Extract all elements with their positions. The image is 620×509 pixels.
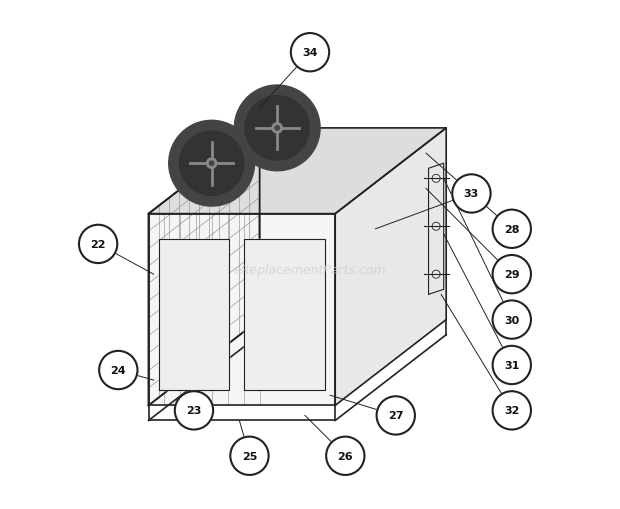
Polygon shape — [335, 129, 446, 406]
Circle shape — [175, 391, 213, 430]
Polygon shape — [244, 239, 325, 390]
Circle shape — [291, 34, 329, 72]
Circle shape — [452, 175, 490, 213]
Text: 26: 26 — [337, 451, 353, 461]
Text: 22: 22 — [91, 239, 106, 249]
Circle shape — [179, 132, 244, 196]
Circle shape — [169, 121, 255, 207]
Text: 30: 30 — [504, 315, 520, 325]
Circle shape — [493, 301, 531, 339]
Polygon shape — [159, 239, 229, 390]
Circle shape — [493, 210, 531, 248]
Circle shape — [376, 397, 415, 435]
Text: 32: 32 — [504, 406, 520, 415]
Text: 31: 31 — [504, 360, 520, 370]
Text: 27: 27 — [388, 411, 404, 420]
Circle shape — [99, 351, 138, 389]
Text: 23: 23 — [186, 406, 202, 415]
Circle shape — [79, 225, 117, 264]
Polygon shape — [149, 129, 260, 406]
Text: 28: 28 — [504, 224, 520, 234]
Text: 25: 25 — [242, 451, 257, 461]
Circle shape — [230, 437, 268, 475]
Circle shape — [493, 346, 531, 384]
Polygon shape — [149, 214, 335, 406]
Circle shape — [272, 124, 282, 134]
Circle shape — [206, 159, 217, 169]
Polygon shape — [149, 129, 446, 214]
Circle shape — [326, 437, 365, 475]
Circle shape — [275, 127, 280, 131]
Text: 34: 34 — [303, 48, 317, 58]
Text: 33: 33 — [464, 189, 479, 199]
Circle shape — [493, 391, 531, 430]
Circle shape — [234, 86, 320, 172]
Circle shape — [493, 256, 531, 294]
Circle shape — [210, 162, 214, 166]
Text: 29: 29 — [504, 270, 520, 279]
Text: eReplacementParts.com: eReplacementParts.com — [234, 263, 386, 276]
Text: 24: 24 — [110, 365, 126, 375]
Circle shape — [245, 97, 309, 161]
